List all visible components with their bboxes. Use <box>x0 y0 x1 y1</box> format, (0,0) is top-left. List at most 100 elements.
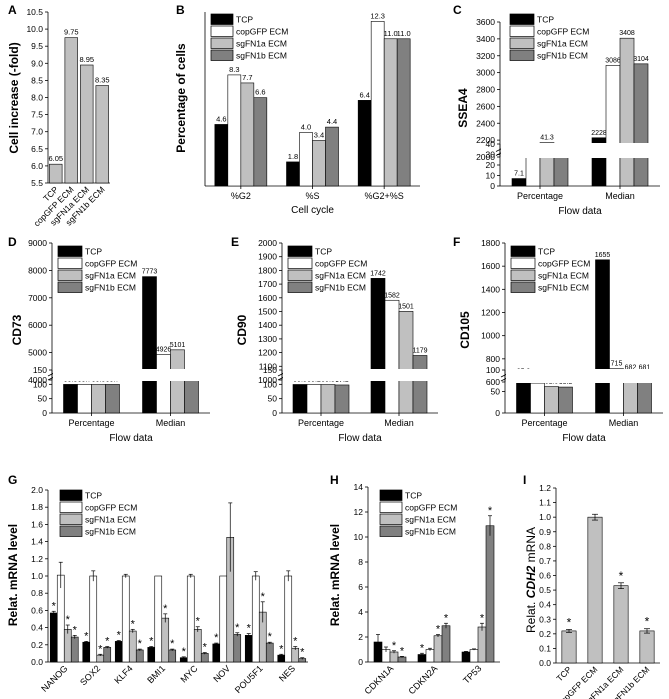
x-tick-label: Percentage <box>298 418 344 428</box>
bar <box>441 625 451 663</box>
legend-swatch <box>287 245 313 257</box>
legend: TCP copGFP ECM sgFN1a ECM sgFN1b ECM <box>57 245 137 293</box>
significance-star: * <box>567 615 572 629</box>
bar <box>253 97 268 187</box>
x-tick-label: %G2 <box>231 191 251 201</box>
value-label: 2228 <box>591 130 607 137</box>
x-tick-label: Percentage <box>68 418 114 428</box>
y-tick-label: 0 <box>358 657 363 667</box>
y-axis-title: CD73 <box>10 314 24 345</box>
y-tick-label: 14 <box>354 482 364 492</box>
y-tick-label: 1800 <box>258 265 277 275</box>
y-tick-label: 1000 <box>481 331 500 341</box>
legend-swatch <box>509 49 535 61</box>
legend-label: sgFN1a ECM <box>85 271 136 281</box>
legend-label: TCP <box>85 247 102 257</box>
significance-star: * <box>163 603 168 615</box>
value-label: 4.6 <box>216 114 226 123</box>
legend-swatch <box>59 525 83 537</box>
y-tick-label: 0.2 <box>539 629 551 639</box>
y-tick-label: 0.0 <box>539 658 551 668</box>
bar <box>325 126 339 187</box>
panel-letter: I <box>523 473 526 487</box>
legend-swatch <box>379 525 403 537</box>
bar <box>639 630 655 664</box>
bar <box>306 384 322 414</box>
bar <box>142 276 157 381</box>
significance-star: * <box>66 614 71 626</box>
legend-label: copGFP ECM <box>85 503 137 513</box>
y-axis-title: Cell increase (-fold) <box>7 42 21 153</box>
axis-break-gap <box>53 369 211 381</box>
y-tick-label: 2 <box>358 632 363 642</box>
bar <box>277 654 286 663</box>
legend-swatch <box>287 269 313 281</box>
x-tick-label: Median <box>605 191 635 201</box>
legend-swatch <box>59 489 83 501</box>
y-tick-label: 6 <box>358 582 363 592</box>
legend-swatch <box>287 257 313 269</box>
panel-letter: F <box>453 235 460 249</box>
bar <box>312 140 326 187</box>
value-label: 4926 <box>156 347 172 354</box>
bar <box>200 653 209 663</box>
y-tick-label: 50 <box>38 394 48 404</box>
y-tick-label: 0.6 <box>539 571 551 581</box>
panel-letter: H <box>330 473 339 487</box>
legend-label: sgFN1b ECM <box>538 283 589 293</box>
legend-label: copGFP ECM <box>405 503 457 513</box>
legend-label: sgFN1a ECM <box>405 515 456 525</box>
y-tick-label: 2400 <box>476 118 495 128</box>
y-axis-title: Relat. mRNA level <box>328 524 342 626</box>
bar <box>63 629 72 663</box>
y-tick-label: 3200 <box>476 51 495 61</box>
value-label: 7.7 <box>242 73 252 82</box>
y-tick-label: 600 <box>486 377 500 387</box>
bar <box>320 384 336 414</box>
legend: TCP copGFP ECM sgFN1a ECM sgFN1b ECM <box>379 489 457 537</box>
bar <box>128 630 137 663</box>
y-tick-label: 1400 <box>481 284 500 294</box>
value-label: 11.0 <box>384 29 398 38</box>
y-tick-label: 0.4 <box>539 600 551 610</box>
bar <box>485 525 495 663</box>
y-axis-title: Percentage of cells <box>174 43 188 153</box>
y-tick-label: 0.8 <box>539 541 551 551</box>
bar <box>613 585 629 664</box>
legend-swatch <box>57 245 83 257</box>
legend-swatch <box>509 37 535 49</box>
y-tick-label: 1.2 <box>539 483 551 493</box>
legend-swatch <box>379 489 403 501</box>
y-tick-label: 7.0 <box>31 127 43 137</box>
y-tick-label: 2800 <box>476 85 495 95</box>
y-tick-label: 1900 <box>258 252 277 262</box>
bar <box>103 647 112 663</box>
significance-star: * <box>279 643 284 655</box>
y-tick-label: 0.8 <box>31 588 43 598</box>
value-label: 681 <box>639 365 651 372</box>
value-label: 1742 <box>370 270 386 277</box>
legend-label: copGFP ECM <box>315 259 367 269</box>
y-tick-label: 3400 <box>476 34 495 44</box>
y-axis-title-prefix: Relat. <box>524 598 538 633</box>
legend-swatch <box>210 13 234 25</box>
legend-swatch <box>210 37 234 49</box>
axis-break-gap <box>283 369 439 381</box>
y-tick-label: 10.5 <box>26 7 43 17</box>
legend-label: TCP <box>537 15 554 25</box>
y-tick-label: 1.0 <box>539 512 551 522</box>
significance-star: * <box>235 622 240 634</box>
legend-swatch <box>510 245 536 257</box>
significance-star: * <box>420 642 425 654</box>
bar <box>105 384 120 414</box>
y-tick-label: 1.0 <box>31 571 43 581</box>
legend-label: copGFP ECM <box>537 27 589 37</box>
legend: TCP copGFP ECM sgFN1a ECM sgFN1b ECM <box>287 245 367 293</box>
significance-star: * <box>84 630 89 642</box>
legend-swatch <box>379 501 403 513</box>
y-tick-label: 5.5 <box>31 178 43 188</box>
significance-star: * <box>392 640 397 652</box>
panel-letter: D <box>8 235 17 249</box>
